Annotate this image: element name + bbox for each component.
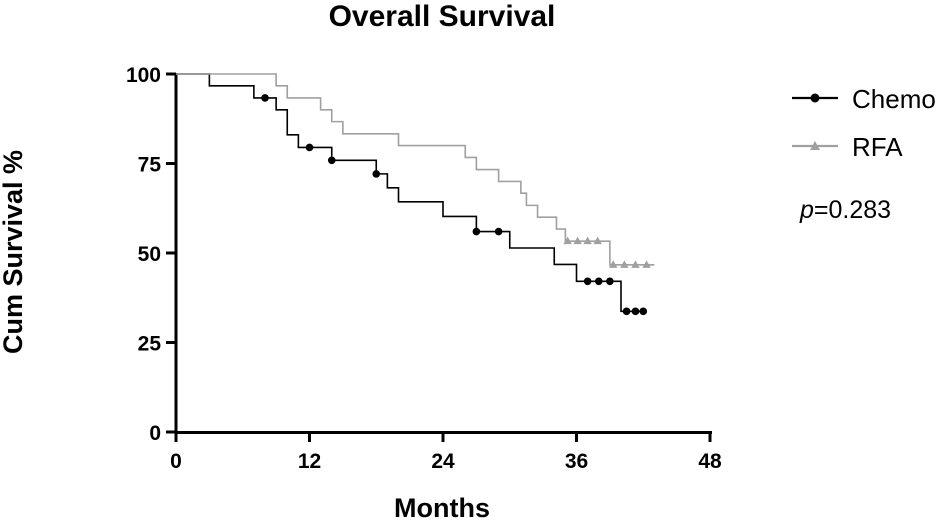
axes	[174, 73, 712, 434]
p-value-annotation: p=0.283	[799, 196, 891, 224]
censor-mark-rfa-5	[620, 260, 629, 268]
p-value-symbol: p	[799, 196, 814, 224]
censor-mark-chemo-7	[594, 277, 603, 286]
legend-label-chemo: Chemo	[852, 84, 936, 114]
y-tick-label-25: 25	[138, 333, 162, 356]
censor-mark-chemo-8	[606, 277, 614, 286]
censor-mark-rfa-4	[609, 260, 618, 268]
y-tick-label-100: 100	[126, 64, 161, 87]
censor-mark-chemo-1	[305, 143, 314, 152]
legend: Chemo RFA	[792, 84, 936, 162]
censor-mark-chemo-4	[472, 227, 481, 236]
censor-mark-rfa-6	[631, 260, 640, 268]
y-tick-label-75: 75	[138, 154, 162, 177]
x-tick-label-12: 12	[298, 450, 321, 473]
ticks: 0 12 24 36 48 0 25 50 75 100	[126, 64, 722, 473]
censor-mark-rfa-7	[642, 260, 651, 268]
x-axis-title: Months	[394, 493, 490, 521]
censor-mark-chemo-5	[494, 227, 503, 236]
y-tick-label-0: 0	[149, 422, 161, 445]
legend-item-chemo[interactable]: Chemo	[792, 84, 936, 114]
censor-mark-chemo-11	[639, 307, 648, 316]
legend-marker-chemo	[810, 93, 820, 103]
x-tick-label-36: 36	[565, 450, 588, 473]
p-value-number: =0.283	[814, 196, 891, 224]
y-axis-title: Cum Survival %	[0, 150, 28, 354]
legend-marker-rfa	[810, 141, 820, 150]
censor-mark-chemo-9	[622, 307, 631, 316]
y-tick-label-50: 50	[138, 243, 161, 266]
chart-title: Overall Survival	[329, 0, 556, 33]
censor-mark-rfa-1	[573, 236, 582, 245]
x-tick-label-24: 24	[431, 450, 455, 473]
censor-mark-chemo-2	[327, 156, 336, 165]
legend-label-rfa: RFA	[852, 132, 903, 162]
series-line-chemo	[176, 73, 644, 313]
censor-mark-rfa-0	[563, 236, 572, 245]
series-line-rfa	[176, 73, 655, 266]
censor-mark-rfa-2	[583, 236, 592, 245]
censor-mark-chemo-3	[372, 170, 381, 178]
censor-mark-chemo-0	[261, 94, 269, 102]
legend-item-rfa[interactable]: RFA	[792, 132, 903, 162]
censor-mark-rfa-3	[593, 236, 602, 245]
censor-mark-chemo-10	[631, 307, 640, 316]
censor-mark-chemo-6	[583, 277, 592, 286]
series-layer	[176, 73, 655, 316]
x-tick-label-0: 0	[170, 450, 182, 473]
x-tick-label-48: 48	[698, 450, 722, 473]
